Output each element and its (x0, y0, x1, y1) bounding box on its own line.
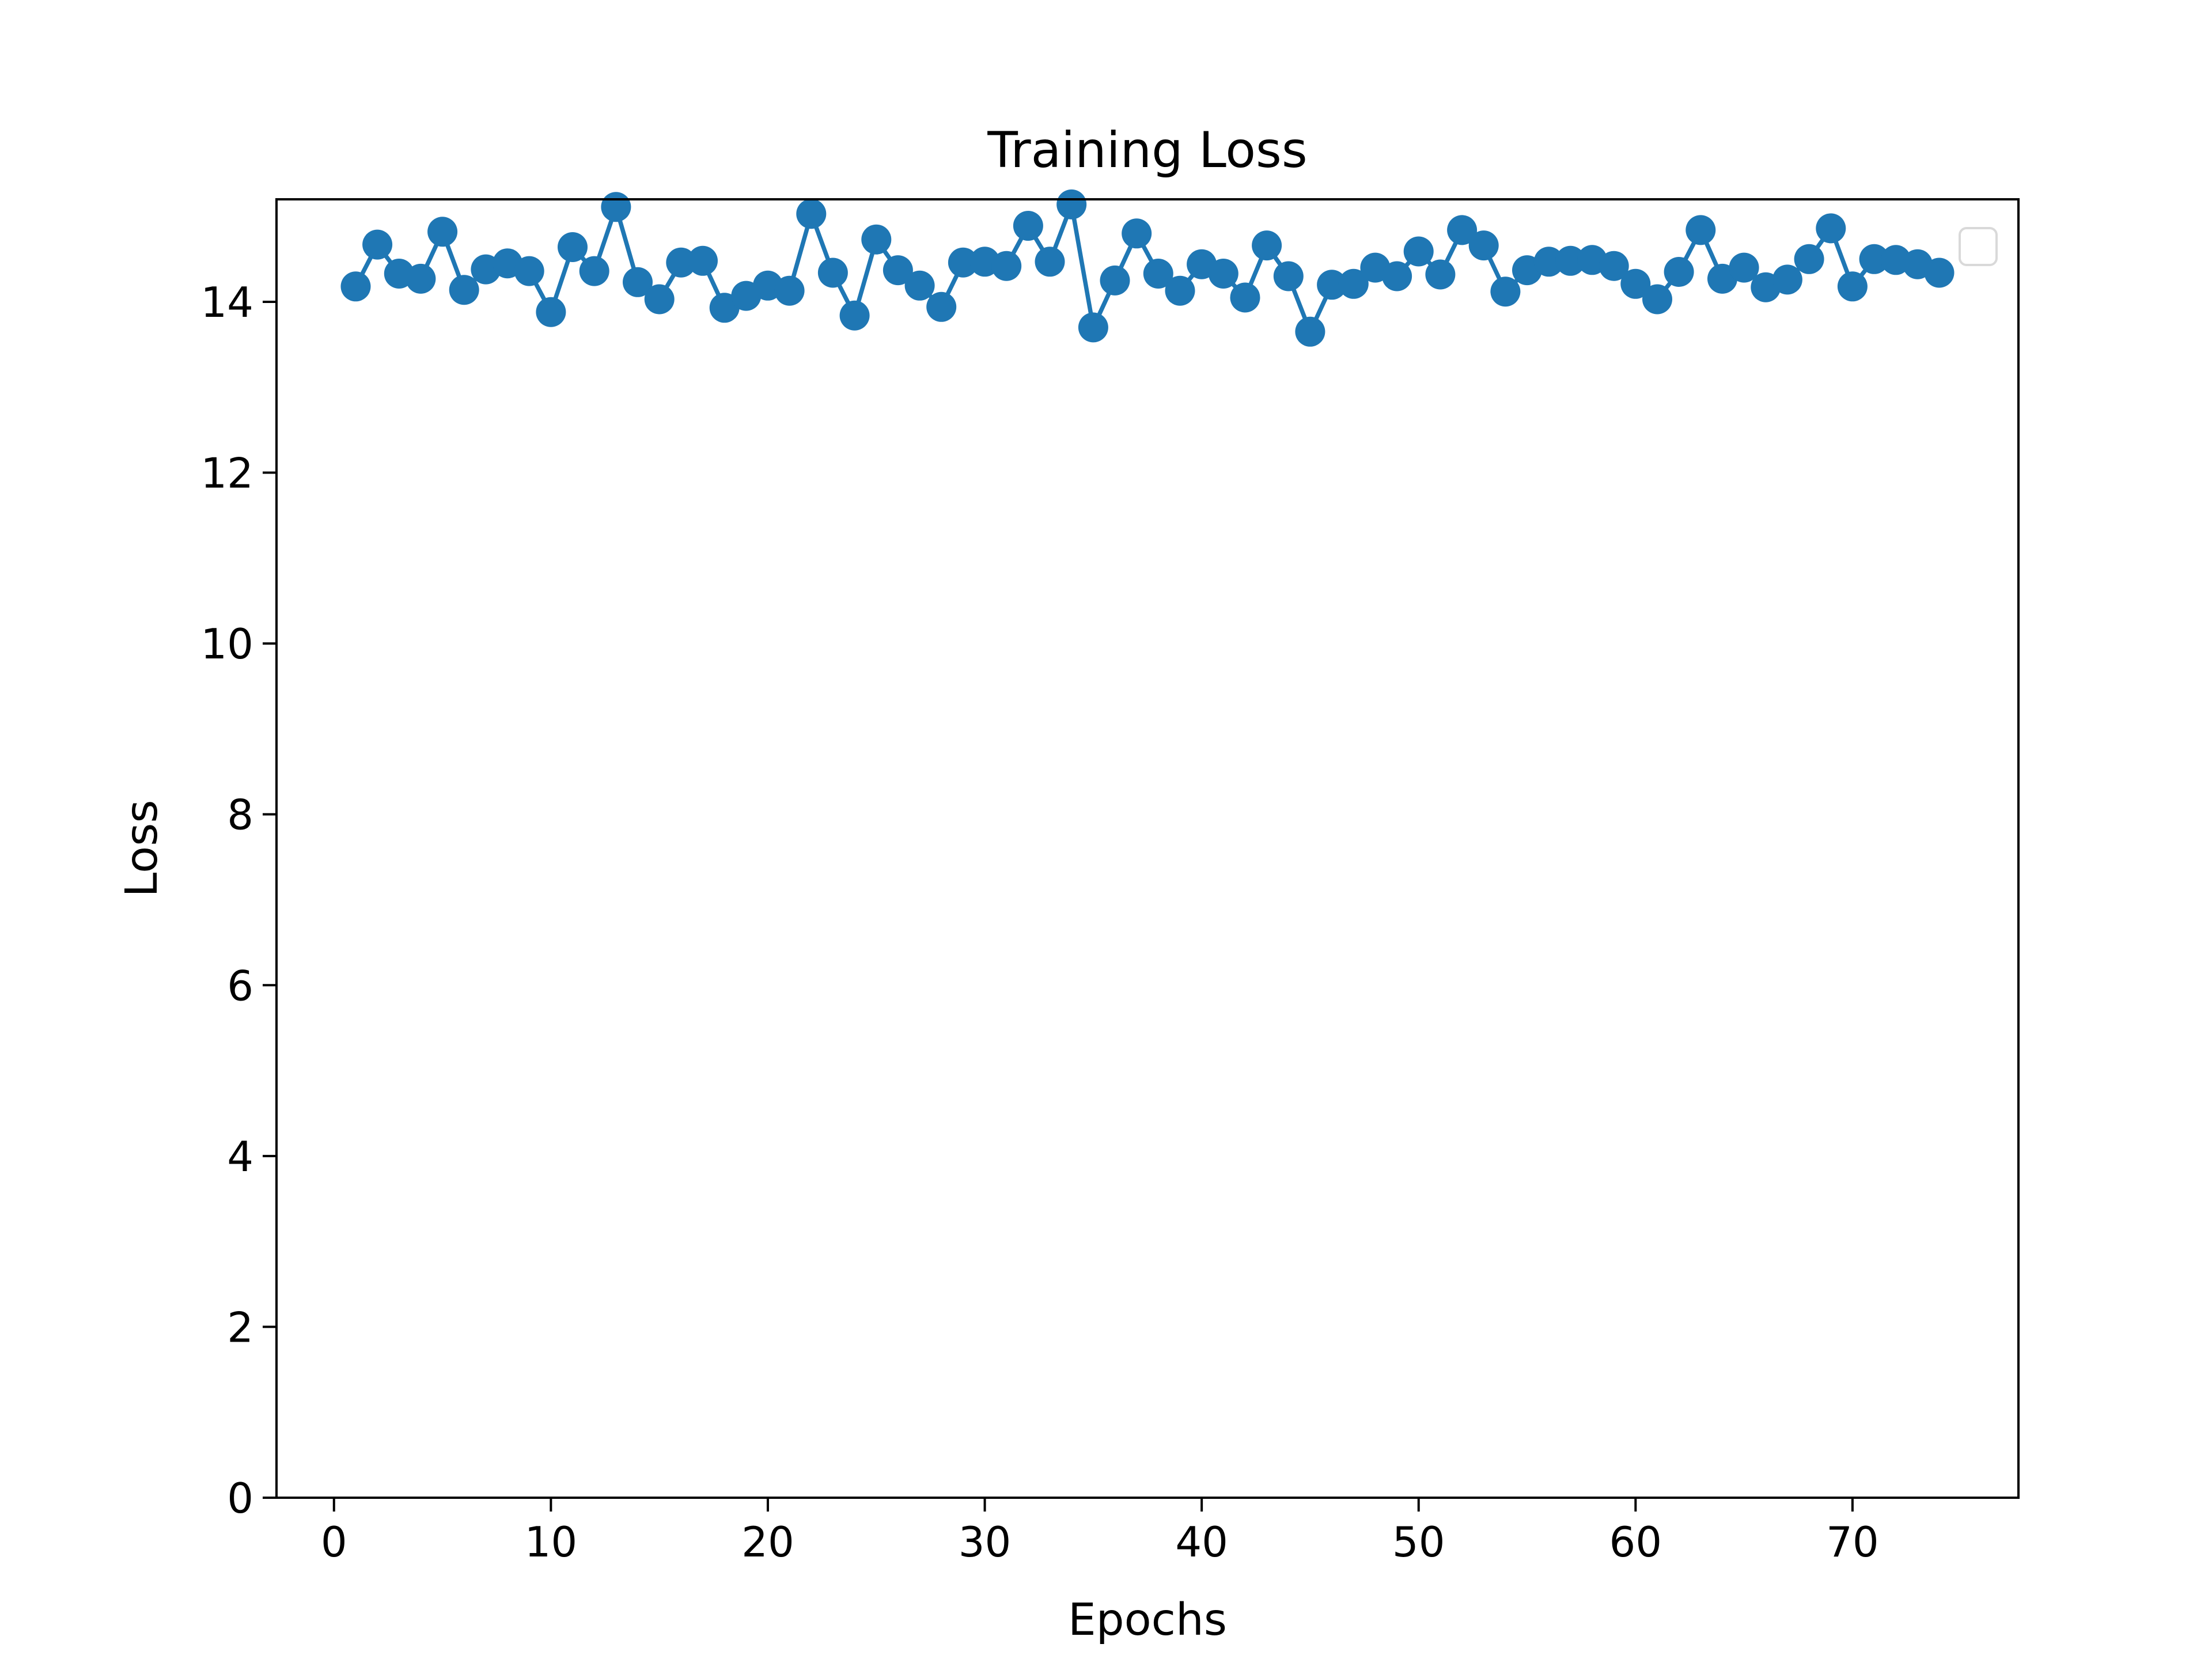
loss-point (839, 300, 870, 331)
loss-point (1555, 245, 1586, 276)
loss-point (666, 247, 696, 278)
x-tick-label: 60 (1609, 1518, 1662, 1566)
y-tick-label: 0 (227, 1474, 253, 1522)
loss-point (948, 247, 978, 278)
loss-point (1772, 264, 1802, 295)
loss-point (926, 291, 957, 322)
plot-frame (275, 198, 2020, 1499)
plot-series (340, 189, 1955, 347)
loss-point (579, 256, 609, 286)
loss-point (427, 217, 458, 247)
loss-point (817, 257, 848, 288)
loss-point (1317, 270, 1347, 300)
y-tick-label: 2 (227, 1303, 253, 1351)
loss-point (861, 224, 892, 255)
loss-point (1425, 259, 1456, 290)
loss-point (1035, 247, 1065, 277)
loss-point (882, 255, 913, 286)
loss-point (558, 232, 588, 262)
loss-point (1447, 215, 1478, 245)
loss-point (1100, 265, 1130, 296)
loss-point (1859, 244, 1889, 274)
loss-point (1252, 230, 1282, 261)
loss-point (1729, 252, 1759, 283)
loss-point (1208, 259, 1238, 289)
loss-point (1013, 211, 1043, 241)
loss-point (1122, 218, 1152, 249)
loss-point (1924, 257, 1955, 288)
loss-point (688, 245, 718, 276)
loss-point (644, 284, 675, 315)
x-tick-label: 70 (1826, 1518, 1879, 1566)
y-tick-label: 10 (200, 620, 253, 668)
loss-point (1837, 271, 1868, 302)
loss-point (1078, 312, 1108, 343)
loss-point (991, 251, 1022, 281)
loss-point (514, 256, 544, 286)
loss-point (1642, 284, 1672, 315)
legend-box (1959, 227, 1998, 266)
y-axis-ticks: 0 2 4 6 8 10 12 14 (200, 278, 276, 1522)
loss-point (1338, 268, 1369, 299)
loss-point (1273, 261, 1304, 291)
loss-point (1165, 275, 1195, 306)
x-axis-ticks: 0 10 20 30 40 50 60 70 (321, 1498, 1879, 1566)
loss-point (1533, 247, 1564, 277)
y-tick-label: 4 (227, 1132, 253, 1181)
loss-point (1599, 251, 1629, 281)
x-tick-label: 40 (1175, 1518, 1228, 1566)
loss-point (362, 229, 393, 260)
loss-point (1816, 213, 1846, 244)
x-axis-label: Epochs (1068, 1594, 1227, 1646)
loss-point (904, 270, 935, 301)
loss-point (1403, 236, 1434, 267)
loss-point (1490, 276, 1521, 307)
loss-point (601, 192, 631, 222)
y-axis-label: Loss (116, 800, 168, 897)
chart-title: Training Loss (987, 122, 1307, 179)
loss-point (1230, 282, 1260, 313)
loss-point (1664, 257, 1694, 287)
loss-point (340, 271, 371, 302)
loss-point (449, 275, 479, 305)
loss-point (1685, 215, 1716, 245)
x-tick-label: 30 (959, 1518, 1012, 1566)
x-tick-label: 0 (321, 1518, 347, 1566)
y-tick-label: 14 (200, 278, 253, 327)
loss-point (1620, 268, 1651, 299)
loss-point (1056, 189, 1087, 219)
y-tick-label: 8 (227, 791, 253, 839)
loss-point (406, 263, 436, 294)
loss-point (1794, 244, 1824, 274)
loss-point (1295, 316, 1325, 347)
loss-point (1468, 230, 1499, 261)
loss-point (536, 297, 566, 327)
loss-point (774, 275, 805, 306)
x-tick-label: 20 (741, 1518, 794, 1566)
loss-point (623, 267, 653, 297)
loss-point (796, 199, 827, 229)
x-tick-label: 50 (1392, 1518, 1445, 1566)
y-tick-label: 12 (200, 449, 253, 498)
x-tick-label: 10 (525, 1518, 578, 1566)
loss-point (1143, 259, 1173, 289)
y-tick-label: 6 (227, 961, 253, 1010)
loss-point (1382, 261, 1412, 291)
